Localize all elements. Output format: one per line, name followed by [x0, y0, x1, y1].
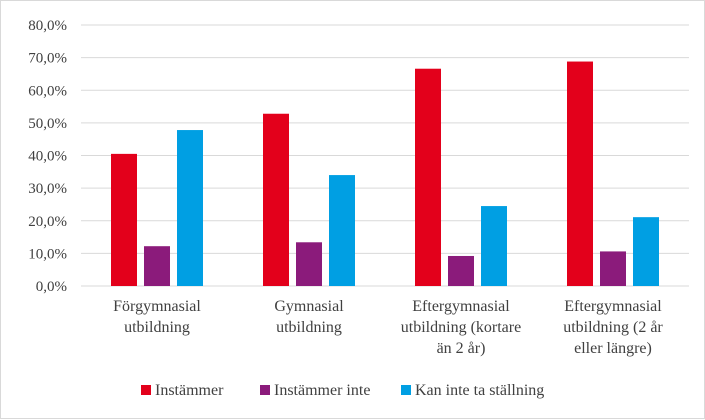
- bar: [329, 175, 355, 286]
- bar: [481, 206, 507, 286]
- x-tick-label: Förgymnasial utbildning: [113, 298, 201, 336]
- y-tick-label: 60,0%: [28, 83, 67, 99]
- legend-swatch: [401, 385, 411, 395]
- x-tick-label: Eftergymnasial utbildning (kortare än 2 år…: [401, 298, 521, 357]
- legend-swatch: [260, 385, 270, 395]
- bar: [111, 153, 137, 286]
- legend-label: Kan inte ta ställning: [415, 382, 544, 399]
- y-tick-label: 70,0%: [28, 51, 67, 67]
- bar: [144, 246, 170, 286]
- bar: [296, 242, 322, 286]
- y-tick-label: 0,0%: [36, 279, 67, 295]
- bar: [567, 61, 593, 286]
- legend-swatch: [141, 385, 151, 395]
- y-tick-label: 30,0%: [28, 181, 67, 197]
- y-tick-label: 20,0%: [28, 214, 67, 230]
- x-tick-label: Eftergymnasial utbildning (2 år eller läng…: [563, 298, 663, 357]
- bar: [633, 217, 659, 286]
- bar: [263, 113, 289, 287]
- y-tick-label: 50,0%: [28, 116, 67, 132]
- legend-label: Instämmer inte: [274, 382, 370, 399]
- bar: [448, 255, 474, 286]
- legend-label: Instämmer: [155, 382, 224, 399]
- y-tick-label: 80,0%: [28, 18, 67, 34]
- bar: [177, 130, 203, 286]
- bar: [600, 251, 626, 286]
- bar: [415, 68, 441, 286]
- x-tick-label: Gymnasial utbildning: [274, 298, 344, 336]
- y-tick-label: 40,0%: [28, 149, 67, 165]
- y-tick-label: 10,0%: [28, 246, 67, 262]
